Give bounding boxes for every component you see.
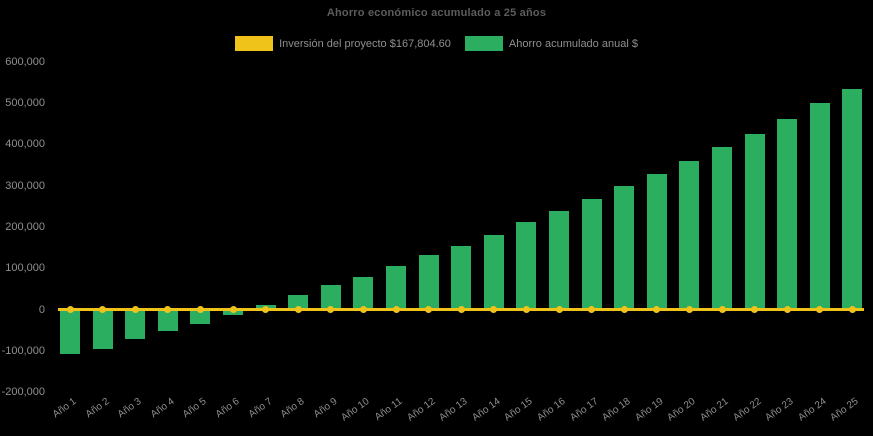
line-marker-icon xyxy=(66,306,74,313)
line-marker-icon xyxy=(262,306,270,313)
legend-item-savings: Ahorro acumulado anual $ xyxy=(464,36,638,51)
line-marker-icon xyxy=(816,306,824,313)
bar xyxy=(320,285,341,310)
bar xyxy=(646,173,667,310)
bar xyxy=(712,147,732,310)
bar xyxy=(679,161,700,310)
bar xyxy=(842,89,863,310)
y-tick-label: 600,000 xyxy=(5,55,45,68)
bar xyxy=(809,103,830,310)
y-tick-label: -200,000 xyxy=(1,386,45,399)
line-marker-icon xyxy=(588,306,596,313)
line-marker-icon xyxy=(555,306,563,313)
bar xyxy=(353,276,374,310)
line-marker-icon xyxy=(294,306,302,313)
bar xyxy=(418,254,439,310)
line-marker-icon xyxy=(392,306,400,313)
line-marker-icon xyxy=(783,306,791,313)
bar xyxy=(125,309,146,340)
bar xyxy=(744,133,765,310)
y-tick-label: 300,000 xyxy=(5,179,45,192)
bar xyxy=(288,295,309,310)
line-marker-icon xyxy=(751,306,759,313)
bar xyxy=(157,309,178,332)
y-tick-label: 100,000 xyxy=(5,262,45,275)
line-marker-icon xyxy=(425,306,433,313)
line-marker-icon xyxy=(131,306,139,313)
y-tick-label: 200,000 xyxy=(5,220,45,233)
line-marker-icon xyxy=(229,306,237,313)
line-marker-icon xyxy=(164,306,172,313)
y-tick-label: 400,000 xyxy=(5,138,45,151)
legend-label-investment: Inversión del proyecto $167,804.60 xyxy=(279,37,451,50)
line-marker-icon xyxy=(99,306,107,313)
savings-swatch-icon xyxy=(464,36,503,51)
line-marker-icon xyxy=(718,306,726,313)
bar xyxy=(549,210,569,310)
y-tick-label: -100,000 xyxy=(1,344,45,357)
y-tick-label: 500,000 xyxy=(5,97,45,109)
bar xyxy=(516,221,537,310)
legend: Inversión del proyecto $167,804.60 Ahorr… xyxy=(0,36,873,51)
y-tick-label: 0 xyxy=(38,303,45,316)
line-marker-icon xyxy=(327,306,335,313)
legend-label-savings: Ahorro acumulado anual $ xyxy=(508,37,638,50)
bar xyxy=(60,309,80,355)
line-marker-icon xyxy=(490,306,498,313)
line-marker-icon xyxy=(653,306,661,313)
bar xyxy=(581,198,602,310)
line-marker-icon xyxy=(457,306,465,313)
investment-swatch-icon xyxy=(235,36,274,51)
bar xyxy=(777,119,798,310)
legend-item-investment: Inversión del proyecto $167,804.60 xyxy=(235,36,451,51)
bar xyxy=(386,265,406,310)
bar xyxy=(483,234,504,310)
bar xyxy=(451,246,472,310)
line-marker-icon xyxy=(848,306,856,313)
line-marker-icon xyxy=(685,306,693,313)
line-marker-icon xyxy=(522,306,530,313)
line-marker-icon xyxy=(620,306,628,313)
chart-title: Ahorro económico acumulado a 25 años xyxy=(326,7,547,19)
bar xyxy=(190,309,211,324)
bar xyxy=(614,186,635,310)
line-marker-icon xyxy=(196,306,204,313)
line-marker-icon xyxy=(359,306,367,313)
bar xyxy=(92,309,113,349)
